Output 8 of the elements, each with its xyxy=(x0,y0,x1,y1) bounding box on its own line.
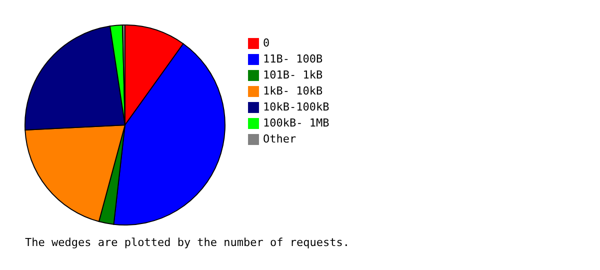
text: The wedges are plotted by the number of requests. xyxy=(25,236,350,249)
legend-label: 11B- 100B xyxy=(263,52,323,66)
legend-label: Other xyxy=(263,132,296,146)
legend-label: 1kB- 10kB xyxy=(263,84,323,98)
legend-label: 100kB- 1MB xyxy=(263,116,330,130)
legend-label: 0 xyxy=(263,36,270,50)
legend-label: 10kB-100kB xyxy=(263,100,330,114)
legend-label: 101B- 1kB xyxy=(263,68,323,82)
